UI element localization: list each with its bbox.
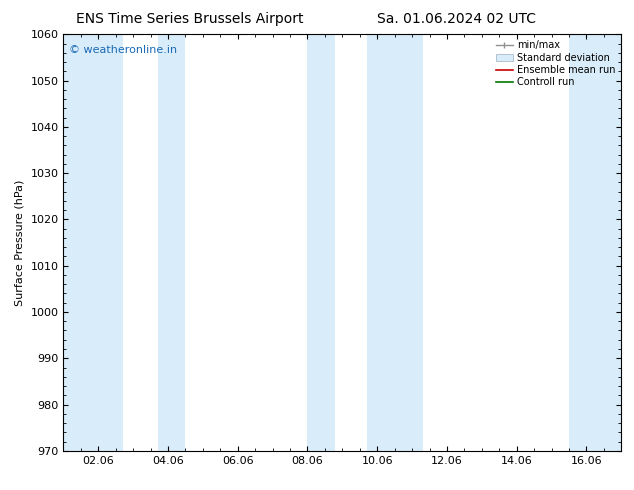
Bar (366, 34, 422, 451)
Text: Sa. 01.06.2024 02 UTC: Sa. 01.06.2024 02 UTC (377, 12, 536, 26)
Y-axis label: Surface Pressure (hPa): Surface Pressure (hPa) (15, 179, 25, 306)
Bar (569, 34, 621, 451)
Legend: min/max, Standard deviation, Ensemble mean run, Controll run: min/max, Standard deviation, Ensemble me… (492, 36, 619, 91)
Text: ENS Time Series Brussels Airport: ENS Time Series Brussels Airport (77, 12, 304, 26)
Text: © weatheronline.in: © weatheronline.in (69, 45, 177, 55)
Bar (157, 34, 185, 451)
Bar (63, 34, 123, 451)
Bar (307, 34, 335, 451)
